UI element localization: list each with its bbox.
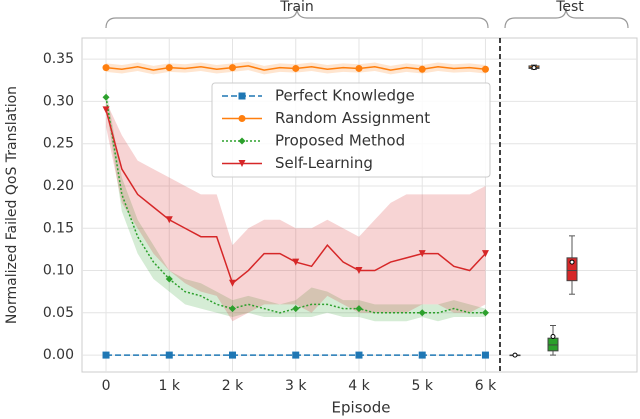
y-tick-label: 0.10 [43,263,74,279]
legend-label: Random Assignment [275,109,430,127]
marker [292,258,300,266]
marker [292,351,300,359]
marker [355,64,363,72]
marks [102,61,578,359]
marker [418,309,426,317]
marker [102,64,110,72]
legend: Perfect Knowledge Random Assignment Propos… [211,82,491,178]
marker [229,279,237,287]
marker [238,115,246,122]
x-tick-label: 6 k [475,378,497,394]
x-tick-label: 2 k [222,378,244,394]
train-bracket [105,7,489,29]
legend-label: Perfect Knowledge [275,87,415,105]
marker [165,351,173,359]
y-tick-label: 0.00 [43,347,74,363]
marker [355,267,363,275]
marker [229,305,237,313]
legend-label: Proposed Method [275,132,405,150]
marker [418,351,426,359]
y-axis-label: Normalized Failed QoS Translation [4,86,20,324]
y-tick-label: 0.20 [43,178,74,194]
marker [238,92,246,100]
marker [292,64,300,72]
marker [229,64,237,72]
marker [102,106,110,114]
test-bracket [504,7,629,29]
y-tick-label: 0.15 [43,220,74,236]
marker [165,64,173,72]
mean [550,333,556,339]
mean [512,352,518,358]
marker [238,160,246,167]
marker [481,309,489,317]
marker [102,351,110,359]
marker [102,93,110,101]
legend-box [211,82,491,178]
marker [481,250,489,258]
marker [229,351,237,359]
marker [418,65,426,73]
box [566,257,578,282]
x-tick-label: 0 [102,378,111,394]
legend-label: Self-Learning [275,154,373,172]
marker [238,137,246,145]
marker [355,351,363,359]
band [106,101,486,322]
x-tick-label: 5 k [411,378,433,394]
marker [165,275,173,283]
y-tick-label: 0.25 [43,136,74,152]
mean [531,65,537,71]
marker [481,65,489,73]
y-tick-label: 0.35 [43,51,74,67]
marker [165,216,173,224]
x-tick-label: 1 k [159,378,181,394]
annotation: Train [279,0,314,15]
mean [569,259,575,265]
x-tick-label: 3 k [285,378,307,394]
x-axis-label: Episode [332,399,391,417]
annotation: Test [555,0,584,15]
y-tick-label: 0.30 [43,93,74,109]
marker [292,305,300,313]
y-tick-label: 0.05 [43,305,74,321]
marker [418,250,426,258]
x-tick-label: 4 k [348,378,370,394]
marker [481,351,489,359]
marker [355,305,363,313]
